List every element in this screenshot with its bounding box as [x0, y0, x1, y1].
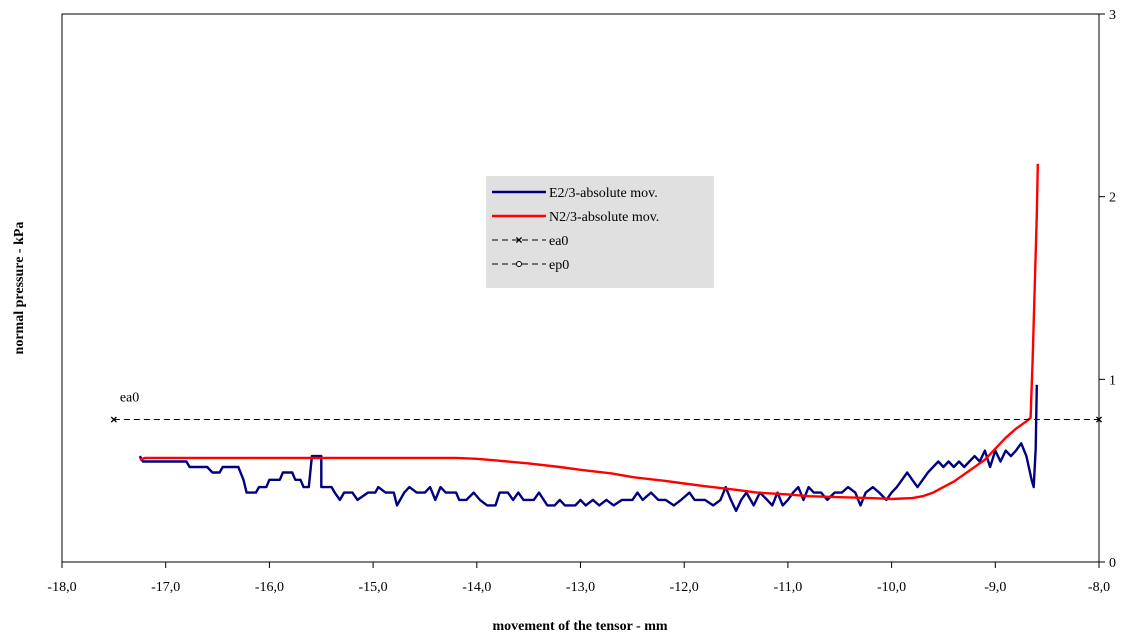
y-tick-label: 2	[1109, 191, 1116, 206]
legend-label: ep0	[549, 258, 569, 273]
series-line-1	[139, 163, 1039, 501]
x-tick-label: -12,0	[670, 580, 699, 595]
y-axis-title: normal pressure - kPa	[12, 222, 27, 355]
x-tick-label: -18,0	[47, 580, 76, 595]
y-tick-label: 0	[1109, 556, 1116, 571]
y-tick-label: 1	[1109, 373, 1116, 388]
legend-label: N2/3-absolute mov.	[549, 210, 659, 225]
x-axis-title: movement of the tensor - mm	[492, 619, 667, 634]
annotations: ea0	[120, 391, 139, 406]
tick-labels: -18,0 -17,0 -16,0 -15,0 -14,0 -13,0 -12,0 -11,0…	[47, 8, 1116, 595]
y-tick-label: 3	[1109, 8, 1116, 23]
x-tick-label: -11,0	[774, 580, 803, 595]
annotation-label: ea0	[120, 391, 139, 406]
x-tick-label: -15,0	[359, 580, 388, 595]
x-tick-label: -16,0	[255, 580, 284, 595]
x-tick-label: -9,0	[984, 580, 1006, 595]
axis-ticks	[61, 13, 1105, 568]
x-tick-label: -13,0	[566, 580, 595, 595]
series-lines	[110, 163, 1103, 513]
series-marker	[1095, 416, 1103, 423]
legend-marker	[516, 261, 522, 267]
series-line-0	[138, 384, 1038, 513]
legend: E2/3-absolute mov. N2/3-absolute mov. ea0 e…	[486, 176, 714, 288]
legend-label: E2/3-absolute mov.	[549, 186, 658, 201]
series-marker	[110, 416, 117, 423]
legend-marker	[515, 236, 523, 244]
x-tick-label: -8,0	[1088, 580, 1110, 595]
x-tick-label: -10,0	[877, 580, 906, 595]
legend-box	[486, 176, 714, 288]
x-tick-label: -14,0	[462, 580, 491, 595]
x-tick-label: -17,0	[151, 580, 180, 595]
legend-label: ea0	[549, 234, 568, 249]
